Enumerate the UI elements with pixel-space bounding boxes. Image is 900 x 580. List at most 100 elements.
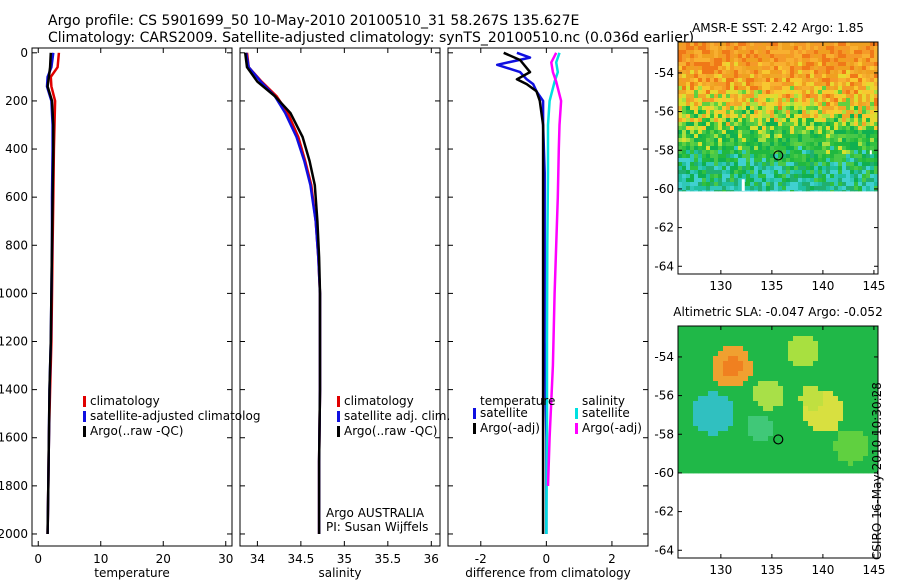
difference-legend-swatch bbox=[473, 408, 476, 419]
sla_map-cell bbox=[713, 471, 719, 474]
temperature-xtick-label: 30 bbox=[218, 552, 233, 566]
sla_map-cell bbox=[823, 371, 829, 377]
sla_map-cell bbox=[708, 431, 714, 437]
sst_map-cell bbox=[762, 54, 767, 59]
sst_map-cell bbox=[834, 62, 839, 67]
sst_map-cell bbox=[858, 42, 863, 47]
sst_map-cell bbox=[838, 42, 843, 47]
sla_map-axes-frame bbox=[677, 325, 879, 559]
sst_map-cell bbox=[834, 154, 839, 159]
sst_map-cell bbox=[782, 62, 787, 67]
sst_map-cell bbox=[762, 182, 767, 187]
sst_map-cell bbox=[862, 158, 867, 163]
sst_map-cell bbox=[738, 142, 743, 147]
sst_map-cell bbox=[678, 134, 683, 139]
sst_map-cell bbox=[694, 138, 699, 143]
sla_map-cell bbox=[818, 376, 824, 382]
sla_map-cell bbox=[813, 406, 819, 412]
sla_map-cell bbox=[678, 361, 684, 367]
sst_map-cell bbox=[834, 138, 839, 143]
sst_map-cell bbox=[758, 90, 763, 95]
sst_map-cell bbox=[786, 90, 791, 95]
sst_map-cell bbox=[730, 182, 735, 187]
sla_map-cell bbox=[713, 461, 719, 467]
sst_map-cell bbox=[862, 166, 867, 171]
sla_map-cell bbox=[788, 336, 794, 342]
sst_map-cell bbox=[822, 42, 827, 47]
sla_map-cell bbox=[843, 326, 849, 332]
sst_map-cell bbox=[858, 134, 863, 139]
sla_map-cell bbox=[738, 371, 744, 377]
sst_map-cell bbox=[770, 66, 775, 71]
sst_map-cell bbox=[778, 174, 783, 179]
sst_map-cell bbox=[810, 50, 815, 55]
sla_map-cell bbox=[738, 381, 744, 387]
sst_map-cell bbox=[778, 74, 783, 79]
sla_map-cell bbox=[793, 346, 799, 352]
sst_map-cell bbox=[802, 114, 807, 119]
sst_map-cell bbox=[826, 82, 831, 87]
sla_map-cell bbox=[858, 431, 864, 437]
salinity-series-line bbox=[245, 52, 322, 534]
sla_map-cell bbox=[718, 366, 724, 372]
sst_map-cell bbox=[706, 182, 711, 187]
sst_map-cell bbox=[750, 114, 755, 119]
sla_map-cell bbox=[768, 431, 774, 437]
sla_map-cell bbox=[748, 446, 754, 452]
sla_map-cell bbox=[863, 436, 869, 442]
sla_map-cell bbox=[698, 461, 704, 467]
sst_map-cell bbox=[842, 134, 847, 139]
sst_map-cell bbox=[818, 86, 823, 91]
sla_map-cell bbox=[768, 391, 774, 397]
sst_map-cell bbox=[834, 58, 839, 63]
sst_map-cell bbox=[862, 142, 867, 147]
sla_map-cell bbox=[713, 376, 719, 382]
sla_map-cell bbox=[693, 351, 699, 357]
sla_map-cell bbox=[798, 401, 804, 407]
sst_map-cell bbox=[778, 58, 783, 63]
sst_map-cell bbox=[698, 190, 703, 192]
sla_map-cell bbox=[828, 346, 834, 352]
sst_map-cell bbox=[762, 138, 767, 143]
sla_map-cell bbox=[783, 326, 789, 332]
sst_map-cell bbox=[782, 54, 787, 59]
sst_map-cell bbox=[810, 86, 815, 91]
sst_map-cell bbox=[790, 158, 795, 163]
sla_map-cell bbox=[833, 436, 839, 442]
sst_map-cell bbox=[854, 94, 859, 99]
sla_map-cell bbox=[838, 371, 844, 377]
sla_map-cell bbox=[748, 456, 754, 462]
sst_map-cell bbox=[870, 174, 875, 179]
figure-title-line1: Argo profile: CS 5901699_50 10-May-2010 … bbox=[48, 13, 580, 29]
sst_map-cell bbox=[862, 74, 867, 79]
sst_map-cell bbox=[834, 94, 839, 99]
sst_map-cell bbox=[702, 114, 707, 119]
sst_map-cell bbox=[866, 162, 871, 167]
sla_map-cell bbox=[783, 331, 789, 337]
sla_map-cell bbox=[843, 371, 849, 377]
sla_map-cell bbox=[853, 406, 859, 412]
sst_map-cell bbox=[694, 166, 699, 171]
sla_map-cell bbox=[823, 381, 829, 387]
sst_map-cell bbox=[738, 50, 743, 55]
sst_map-cell bbox=[698, 110, 703, 115]
sst_map-cell bbox=[774, 66, 779, 71]
sst_map-cell bbox=[834, 86, 839, 91]
sla_map-cell bbox=[803, 401, 809, 407]
sst_map-cell bbox=[798, 102, 803, 107]
sst_map-cell bbox=[678, 190, 683, 192]
sla_map-cell bbox=[713, 436, 719, 442]
sst_map-cell bbox=[842, 158, 847, 163]
sla_map-cell bbox=[753, 336, 759, 342]
sst_map-cell bbox=[682, 42, 687, 47]
sla_map-cell bbox=[693, 426, 699, 432]
sla_map-cell bbox=[773, 451, 779, 457]
sla_map-cell bbox=[698, 366, 704, 372]
sla_map-cell bbox=[738, 461, 744, 467]
sst_map-cell bbox=[790, 66, 795, 71]
sst_map-cell bbox=[866, 166, 871, 171]
sst_map-cell bbox=[842, 58, 847, 63]
sst_map-cell bbox=[694, 162, 699, 167]
sst_map-cell bbox=[714, 82, 719, 87]
sst_map-cell bbox=[778, 50, 783, 55]
